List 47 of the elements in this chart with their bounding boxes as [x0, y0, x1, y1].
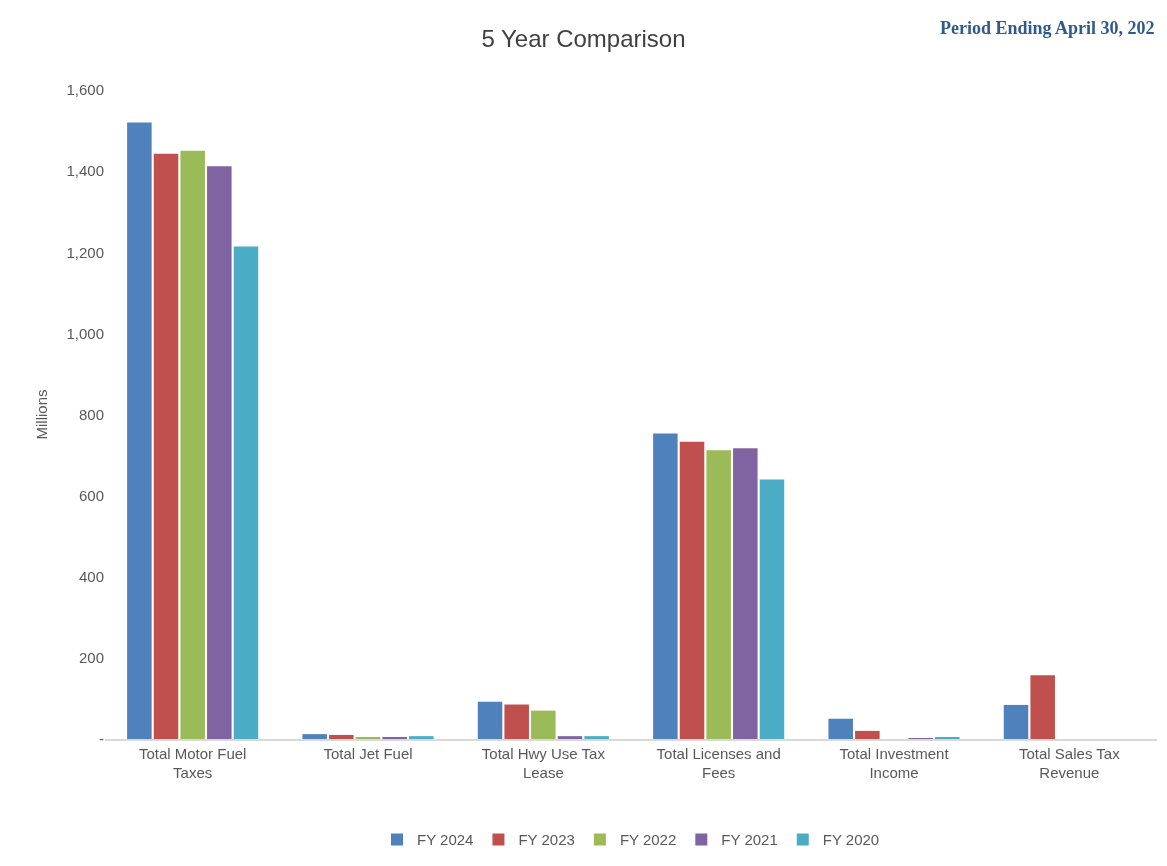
bar	[233, 246, 259, 739]
text: Period Ending April 30, 202	[940, 18, 1155, 38]
y-axis-title: Millions	[32, 389, 50, 440]
bar	[127, 122, 152, 739]
x-tick-label: Total Sales Tax Revenue	[1019, 744, 1121, 782]
bar	[759, 479, 785, 739]
bar	[855, 730, 880, 739]
bar	[557, 736, 583, 739]
y-tick-label: 600	[78, 486, 104, 504]
bar	[329, 734, 354, 739]
legend-label: FY 2024	[417, 831, 474, 849]
chart-title: 5 Year Comparison	[481, 25, 686, 53]
y-tick-label: 800	[78, 405, 104, 423]
x-tick-label: Total Licenses and Fees	[656, 744, 781, 782]
x-tick-label: Total Motor Fuel Taxes	[138, 744, 247, 782]
bar	[153, 153, 179, 739]
bar	[504, 704, 529, 739]
legend-label: FY 2023	[518, 831, 575, 849]
bar	[207, 166, 232, 739]
bar	[828, 718, 853, 739]
bar	[1030, 675, 1055, 739]
bar	[355, 736, 381, 739]
bar	[477, 701, 503, 739]
bar	[1003, 704, 1029, 739]
legend-label: FY 2021	[721, 831, 778, 849]
bar	[653, 433, 678, 739]
y-tick-label: 1,000	[66, 324, 104, 342]
y-tick-label: 1,200	[66, 243, 104, 261]
x-tick-label: Total Jet Fuel	[323, 744, 413, 762]
y-tick-label: 200	[78, 649, 104, 667]
y-tick-label: 1,400	[66, 162, 104, 180]
legend-label: FY 2020	[822, 831, 880, 849]
bar	[180, 150, 205, 739]
y-tick-label: 400	[78, 568, 104, 585]
bar	[409, 736, 434, 739]
bar	[302, 734, 327, 739]
bar	[706, 450, 731, 739]
bar	[531, 710, 556, 739]
y-tick-label: -	[99, 730, 104, 748]
x-tick-label: Total Hwy Use Tax Lease	[481, 744, 606, 782]
bar	[584, 736, 609, 739]
legend-label: FY 2022	[619, 831, 677, 849]
y-tick-label: 1,600	[66, 81, 104, 99]
x-tick-label: Total Investment Income	[839, 744, 950, 782]
bar	[679, 441, 705, 739]
bar	[382, 736, 407, 739]
bar	[733, 448, 758, 739]
